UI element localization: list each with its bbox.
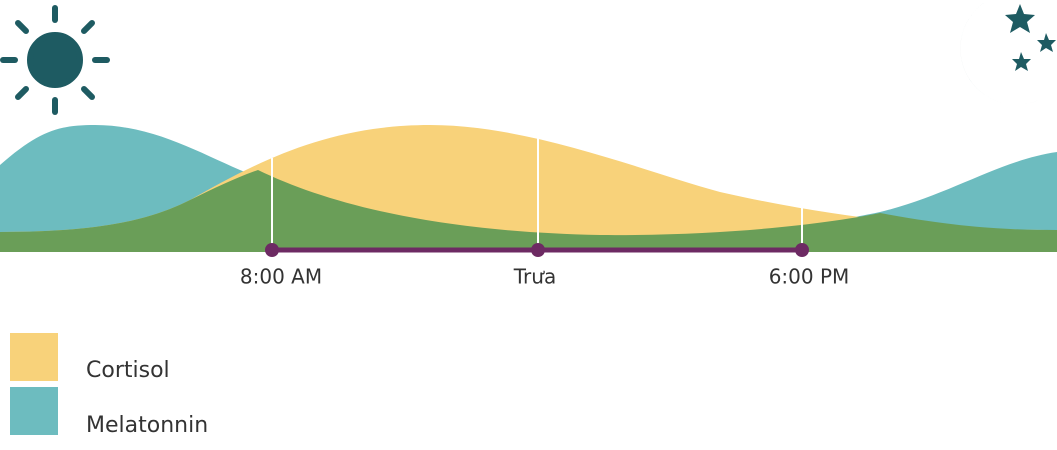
timeline xyxy=(265,137,809,257)
time-label: 6:00 PM xyxy=(769,265,850,289)
sun-icon xyxy=(0,5,110,115)
legend-label: Melatonnin xyxy=(86,413,208,438)
time-label: 8:00 AM xyxy=(240,265,322,289)
overlap-area xyxy=(0,170,1057,252)
legend-swatch xyxy=(10,333,58,381)
legend-swatch xyxy=(10,387,58,435)
moon-icon xyxy=(960,2,1056,105)
legend-label: Cortisol xyxy=(86,358,170,383)
time-label: Trưa xyxy=(513,265,556,289)
